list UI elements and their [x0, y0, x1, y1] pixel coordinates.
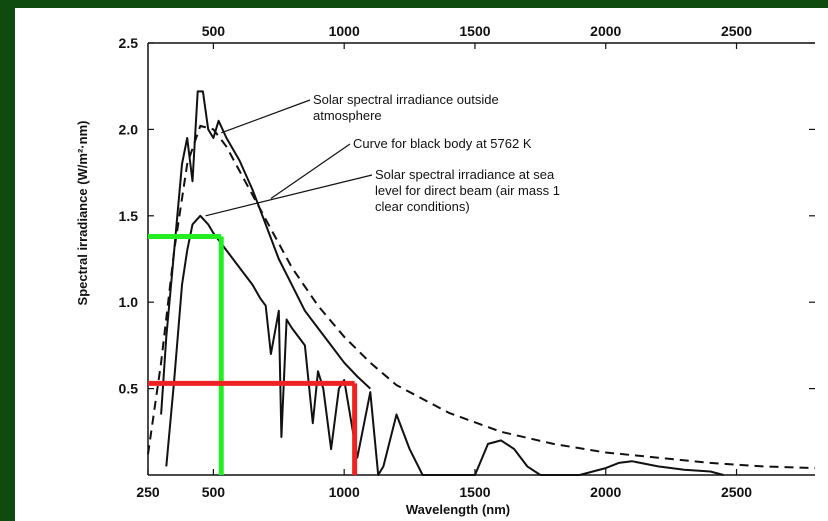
y-tick-label: 0.5: [119, 381, 139, 397]
y-tick-label: 1.0: [119, 294, 139, 310]
markers: [148, 234, 358, 475]
top-tick-label: 1500: [459, 23, 490, 39]
y-axis-title: Spectral irradiance (W/m²·nm): [75, 121, 90, 306]
x-tick-label: 1000: [329, 484, 360, 500]
sea-level-curve: [165, 214, 724, 476]
annotation-outside-line1: Solar spectral irradiance outside: [313, 92, 499, 107]
top-tick-label: 2000: [590, 23, 621, 39]
ticks: 250 500 1000 1500 2000 2500 500 1000 1500 2000 250…: [119, 23, 815, 500]
y-tick-label: 2.0: [119, 121, 139, 137]
x-tick-label: 250: [136, 484, 160, 500]
annotation-leaders: [205, 99, 373, 217]
annotation-sealevel-line3: clear conditions): [375, 199, 470, 214]
annotation-outside-line2: atmosphere: [313, 108, 382, 123]
axes: [147, 42, 815, 476]
outside-atmosphere-curve: [160, 90, 371, 415]
annotation-sealevel-line1: Solar spectral irradiance at sea: [375, 167, 555, 182]
x-tick-label: 500: [202, 484, 226, 500]
annotation-blackbody: Curve for black body at 5762 K: [353, 136, 532, 151]
annotation-sealevel-line2: level for direct beam (air mass 1: [375, 183, 560, 198]
spectral-irradiance-chart: 250 500 1000 1500 2000 2500 500 1000 1500 2000 250…: [75, 23, 816, 517]
top-tick-label: 1000: [329, 23, 360, 39]
x-tick-label: 2000: [590, 484, 621, 500]
chart-frame: 250 500 1000 1500 2000 2500 500 1000 1500 2000 250…: [15, 8, 828, 521]
plot-area: [148, 43, 815, 475]
blackbody-curve: [147, 124, 816, 470]
top-tick-label: 500: [202, 23, 226, 39]
leader-sealevel: [205, 174, 373, 217]
x-axis-title: Wavelength (nm): [406, 502, 510, 517]
leader-outside: [221, 99, 311, 134]
x-tick-label: 2500: [721, 484, 752, 500]
leader-blackbody: [270, 143, 351, 200]
y-tick-label: 2.5: [119, 35, 139, 51]
x-tick-label: 1500: [459, 484, 490, 500]
top-tick-label: 2500: [721, 23, 752, 39]
y-tick-label: 1.5: [119, 208, 139, 224]
curves: [147, 90, 816, 476]
